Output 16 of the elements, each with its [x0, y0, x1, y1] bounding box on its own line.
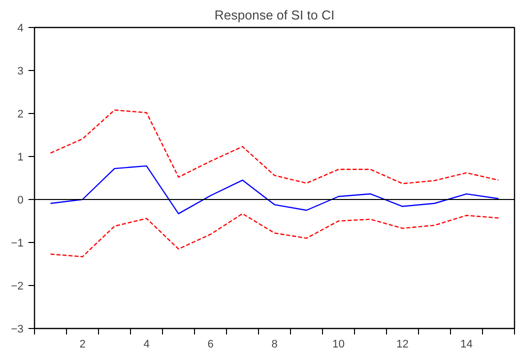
- x-tick-label: 12: [396, 338, 409, 350]
- x-tick-label: 6: [207, 338, 214, 350]
- y-tick-label: −1: [10, 238, 24, 250]
- chart-title: Response of SI to CI: [214, 8, 334, 22]
- y-tick-label: −3: [10, 324, 24, 336]
- x-tick-label: 2: [79, 338, 86, 350]
- y-tick-label: −2: [10, 280, 24, 292]
- x-tick-label: 14: [460, 338, 473, 350]
- y-tick-label: 2: [17, 108, 24, 120]
- y-tick-label: 1: [17, 152, 24, 164]
- x-tick-label: 10: [332, 338, 345, 350]
- x-tick-label: 4: [143, 338, 150, 350]
- y-tick-label: 3: [17, 66, 24, 78]
- x-tick-label: 8: [271, 338, 278, 350]
- y-tick-label: 0: [17, 194, 24, 206]
- y-tick-label: 4: [17, 22, 24, 34]
